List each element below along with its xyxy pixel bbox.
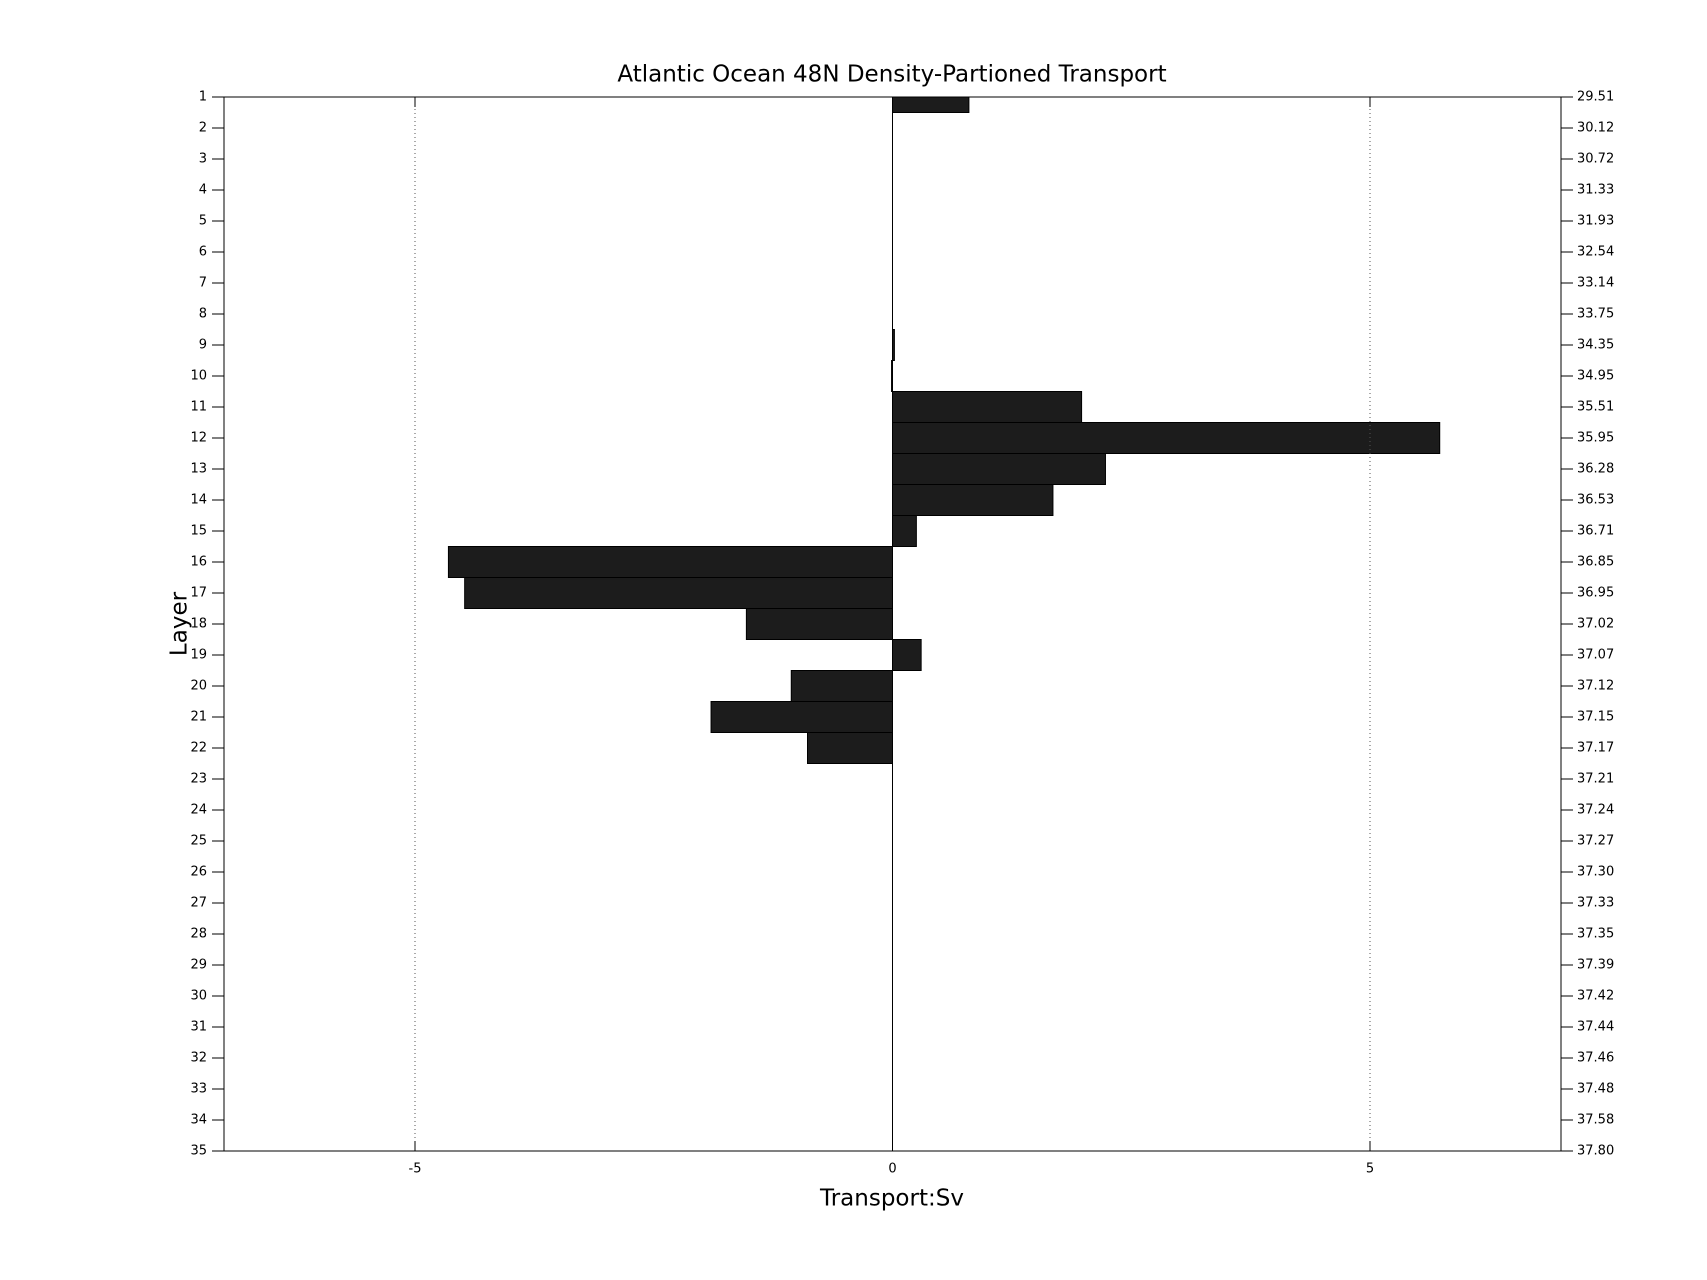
- y2-tick-label: 37.44: [1577, 1020, 1614, 1035]
- y2-tick-label: 35.95: [1577, 431, 1614, 446]
- bar: [807, 732, 894, 764]
- y-tick-label: 6: [199, 245, 207, 260]
- y2-tick-label: 37.80: [1577, 1144, 1614, 1159]
- y2-tick-label: 37.48: [1577, 1082, 1614, 1097]
- bar: [745, 608, 894, 640]
- y-tick-label: 14: [190, 493, 207, 508]
- y-tick-label: 32: [190, 1051, 207, 1066]
- x-tick-label: 0: [888, 1162, 896, 1177]
- bar: [710, 701, 893, 733]
- chart-title: Atlantic Ocean 48N Density-Partioned Tra…: [617, 62, 1166, 88]
- y2-tick-label: 36.71: [1577, 524, 1614, 539]
- x-axis-label: Transport:Sv: [819, 1186, 964, 1212]
- y-tick-label: 29: [190, 958, 207, 973]
- y2-tick-label: 33.14: [1577, 276, 1614, 291]
- y-tick-label: 22: [190, 741, 207, 756]
- y2-tick-label: 32.54: [1577, 245, 1614, 260]
- bar: [447, 546, 893, 578]
- y-tick-label: 2: [199, 121, 207, 136]
- y2-tick-label: 37.17: [1577, 741, 1614, 756]
- y2-tick-label: 30.12: [1577, 121, 1614, 136]
- y2-tick-label: 37.27: [1577, 834, 1614, 849]
- bar: [892, 97, 970, 113]
- y-tick-label: 10: [190, 369, 207, 384]
- y-axis-label: Layer: [167, 591, 193, 656]
- x-tick-label: 5: [1366, 1162, 1374, 1177]
- y-tick-label: 17: [190, 586, 207, 601]
- y2-tick-label: 37.46: [1577, 1051, 1614, 1066]
- y2-tick-label: 37.02: [1577, 617, 1614, 632]
- y2-tick-label: 37.42: [1577, 989, 1614, 1004]
- y-tick-label: 26: [190, 865, 207, 880]
- y-tick-label: 28: [190, 927, 207, 942]
- y2-tick-label: 34.95: [1577, 369, 1614, 384]
- y2-tick-label: 33.75: [1577, 307, 1614, 322]
- y-tick-label: 1: [199, 90, 207, 105]
- bars: [447, 97, 1441, 764]
- y2-tick-label: 37.07: [1577, 648, 1614, 663]
- y-tick-label: 23: [190, 772, 207, 787]
- bar: [892, 422, 1441, 454]
- y2-tick-label: 34.35: [1577, 338, 1614, 353]
- y2-tick-label: 37.30: [1577, 865, 1614, 880]
- y-tick-label: 4: [199, 183, 207, 198]
- y2-tick-label: 37.24: [1577, 803, 1614, 818]
- y2-tick-label: 35.51: [1577, 400, 1614, 415]
- y2-tick-label: 29.51: [1577, 90, 1614, 105]
- y-tick-label: 18: [190, 617, 207, 632]
- y-tick-label: 8: [199, 307, 207, 322]
- y-tick-label: 19: [190, 648, 207, 663]
- y2-tick-label: 37.12: [1577, 679, 1614, 694]
- y2-tick-label: 30.72: [1577, 152, 1614, 167]
- bar: [892, 484, 1054, 516]
- y-tick-label: 27: [190, 896, 207, 911]
- y2-tick-label: 31.33: [1577, 183, 1614, 198]
- y-tick-label: 7: [199, 276, 207, 291]
- y-tick-label: 35: [190, 1144, 207, 1159]
- y2-tick-label: 37.15: [1577, 710, 1614, 725]
- y-tick-label: 9: [199, 338, 207, 353]
- bar: [464, 577, 893, 609]
- y2-tick-label: 37.58: [1577, 1113, 1614, 1128]
- y-tick-label: 12: [190, 431, 207, 446]
- y-tick-label: 15: [190, 524, 207, 539]
- y2-tick-label: 37.39: [1577, 958, 1614, 973]
- y-tick-label: 16: [190, 555, 207, 570]
- y2-tick-label: 36.53: [1577, 493, 1614, 508]
- bar: [892, 453, 1106, 485]
- y2-tick-label: 37.21: [1577, 772, 1614, 787]
- bar: [892, 639, 922, 671]
- y-tick-label: 30: [190, 989, 207, 1004]
- y-tick-label: 11: [190, 400, 207, 415]
- y-tick-label: 25: [190, 834, 207, 849]
- y2-tick-label: 36.85: [1577, 555, 1614, 570]
- y2-tick-label: 37.35: [1577, 927, 1614, 942]
- y-tick-label: 3: [199, 152, 207, 167]
- y-tick-label: 34: [190, 1113, 207, 1128]
- bar: [892, 391, 1083, 423]
- y-tick-label: 13: [190, 462, 207, 477]
- y2-tick-label: 36.28: [1577, 462, 1614, 477]
- y-tick-label: 21: [190, 710, 207, 725]
- y-tick-label: 33: [190, 1082, 207, 1097]
- x-tick-label: -5: [409, 1162, 422, 1177]
- y-tick-label: 24: [190, 803, 207, 818]
- y2-tick-label: 36.95: [1577, 586, 1614, 601]
- y-tick-label: 5: [199, 214, 207, 229]
- y2-tick-label: 31.93: [1577, 214, 1614, 229]
- y2-tick-label: 37.33: [1577, 896, 1614, 911]
- y-tick-label: 20: [190, 679, 207, 694]
- y-tick-label: 31: [190, 1020, 207, 1035]
- bar: [790, 670, 894, 702]
- bar: [892, 515, 917, 547]
